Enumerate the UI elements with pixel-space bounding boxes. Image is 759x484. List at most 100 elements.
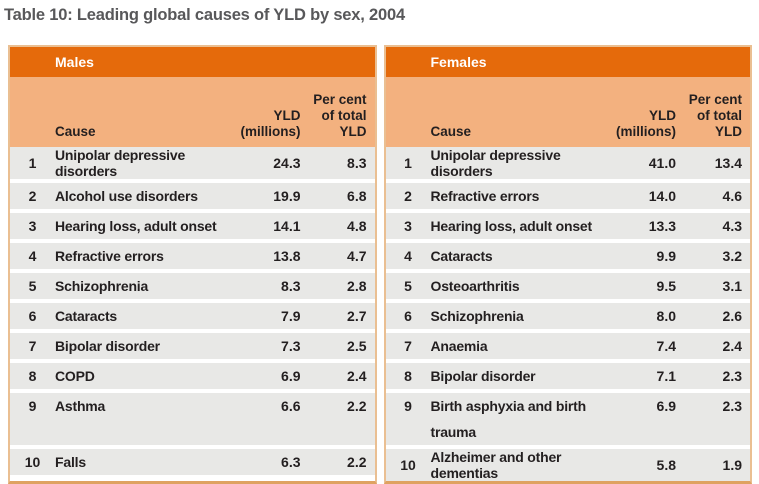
cause-column-header: Cause [430,124,472,139]
table-row: 5 Schizophrenia 8.3 2.8 [10,273,375,299]
percent-cell: 4.7 [347,248,367,264]
cause-cell: Schizophrenia [430,308,524,324]
percent-cell: 4.3 [722,218,742,234]
females-group-label: Females [430,54,487,70]
females-table-body: 1 Unipolar depressive disorders 41.0 13.… [385,147,750,481]
yld-cell: 13.8 [273,248,301,264]
percent-cell: 2.3 [722,398,742,414]
females-table: Females Cause YLD (millions) Per cent of… [383,45,752,484]
cause-cell: Hearing loss, adult onset [55,218,217,234]
rank-cell: 3 [404,218,412,234]
yld-cell: 6.3 [281,454,301,470]
yld-cell: 8.0 [656,308,676,324]
yld-cell: 14.0 [648,188,676,204]
yld-column-header: YLD (millions) [616,108,676,139]
males-table: Males Cause YLD (millions) Per cent of t… [8,45,377,484]
percent-column-header: Per cent of total YLD [688,92,742,139]
rank-cell: 8 [28,368,37,384]
yld-cell: 24.3 [273,155,301,171]
rank-cell: 6 [28,308,37,324]
yld-cell: 41.0 [648,155,676,171]
yld-cell: 9.9 [656,248,676,264]
yld-cell: 14.1 [273,218,301,234]
table-row: 9 Birth asphyxia and birth trauma 6.9 2.… [385,393,750,445]
cause-cell: Alzheimer and other dementias [430,449,562,481]
cause-cell: Alcohol use disorders [55,188,198,204]
table-row: 9 Asthma 6.6 2.2 [10,393,375,445]
table-row: 8 COPD 6.9 2.4 [10,363,375,389]
percent-cell: 4.8 [347,218,367,234]
percent-cell: 6.8 [347,188,367,204]
females-header-band: Females [385,47,750,77]
percent-cell: 2.2 [347,398,367,414]
percent-cell: 13.4 [714,155,742,171]
table-row: 2 Refractive errors 14.0 4.6 [385,183,750,209]
rank-cell: 4 [28,248,37,264]
cause-cell: Cataracts [55,308,118,324]
cause-cell: Hearing loss, adult onset [430,218,593,234]
percent-column-header: Per cent of total YLD [313,92,367,139]
rank-cell: 1 [404,155,412,171]
rank-cell: 10 [400,457,416,473]
cause-cell: Unipolar depressive disorders [430,147,561,179]
table-row: 7 Bipolar disorder 7.3 2.5 [10,333,375,359]
rank-cell: 5 [28,278,37,294]
percent-cell: 2.4 [347,368,367,384]
table-row: 8 Bipolar disorder 7.1 2.3 [385,363,750,389]
yld-cell: 13.3 [648,218,676,234]
table-row: 1 Unipolar depressive disorders 24.3 8.3 [10,147,375,179]
yld-cell: 7.9 [281,308,301,324]
table-row: 3 Hearing loss, adult onset 13.3 4.3 [385,213,750,239]
percent-cell: 4.6 [722,188,742,204]
males-header-band: Males [10,47,375,77]
yld-cell: 5.8 [656,457,676,473]
rank-cell: 2 [28,188,37,204]
yld-cell: 9.5 [656,278,676,294]
cause-cell: Asthma [55,398,106,414]
table-row: 1 Unipolar depressive disorders 41.0 13.… [385,147,750,179]
rank-cell: 7 [28,338,37,354]
yld-cell: 8.3 [281,278,301,294]
yld-cell: 6.6 [281,398,301,414]
rank-cell: 2 [404,188,412,204]
table-row: 4 Cataracts 9.9 3.2 [385,243,750,269]
yld-column-header: YLD (millions) [240,108,301,139]
percent-cell: 8.3 [347,155,367,171]
table-row: 10 Falls 6.3 2.2 [10,449,375,475]
yld-cell: 7.3 [281,338,301,354]
cause-cell: Anaemia [430,338,488,354]
table-row: 6 Cataracts 7.9 2.7 [10,303,375,329]
rank-cell: 10 [24,454,41,470]
yld-cell: 19.9 [273,188,301,204]
percent-cell: 2.8 [347,278,367,294]
table-row: 3 Hearing loss, adult onset 14.1 4.8 [10,213,375,239]
table-row: 10 Alzheimer and other dementias 5.8 1.9 [385,449,750,481]
percent-cell: 2.6 [722,308,742,324]
table-row: 5 Osteoarthritis 9.5 3.1 [385,273,750,299]
percent-cell: 2.3 [722,368,742,384]
rank-cell: 3 [28,218,37,234]
table-title: Table 10: Leading global causes of YLD b… [4,6,405,24]
yld-cell: 6.9 [656,398,676,414]
cause-cell: Falls [55,454,86,470]
cause-cell: Bipolar disorder [430,368,536,384]
percent-cell: 3.1 [722,278,742,294]
rank-cell: 7 [404,338,412,354]
table-row: 7 Anaemia 7.4 2.4 [385,333,750,359]
yld-cell: 7.1 [656,368,676,384]
males-column-headers: Cause YLD (millions) Per cent of total Y… [10,77,375,147]
cause-cell: Refractive errors [55,248,164,264]
percent-cell: 2.7 [347,308,367,324]
cause-cell: Bipolar disorder [55,338,160,354]
yld-cell: 6.9 [281,368,301,384]
cause-cell: Refractive errors [430,188,540,204]
rank-cell: 5 [404,278,412,294]
percent-cell: 2.5 [347,338,367,354]
yld-cell: 7.4 [656,338,676,354]
table-row: 6 Schizophrenia 8.0 2.6 [385,303,750,329]
males-table-body: 1 Unipolar depressive disorders 24.3 8.3… [10,147,375,475]
percent-cell: 2.2 [347,454,367,470]
cause-cell: Birth asphyxia and birth trauma [430,398,587,440]
females-column-headers: Cause YLD (millions) Per cent of total Y… [385,77,750,147]
